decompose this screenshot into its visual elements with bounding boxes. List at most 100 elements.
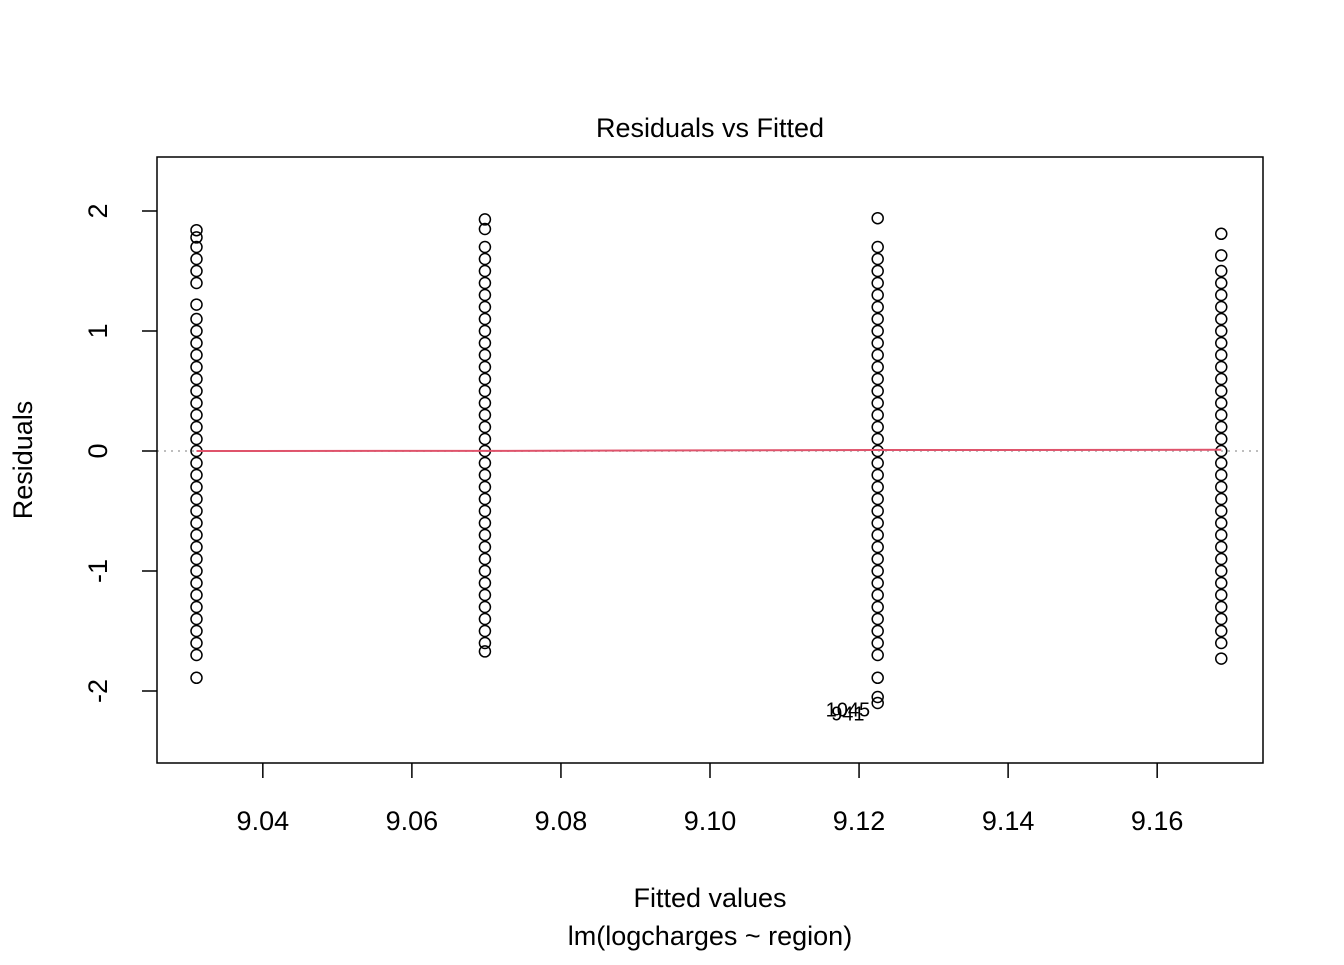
point — [1215, 396, 1228, 410]
point — [478, 360, 492, 374]
point — [871, 276, 884, 290]
point — [1215, 264, 1228, 278]
point — [1215, 408, 1228, 422]
point — [871, 348, 884, 362]
point — [871, 690, 884, 704]
x-tick-label: 9.16 — [1131, 806, 1184, 836]
point — [478, 564, 492, 578]
point — [1215, 480, 1228, 494]
point — [871, 384, 884, 398]
point — [1215, 372, 1228, 386]
x-tick-label: 9.14 — [982, 806, 1035, 836]
point-label: 941 — [831, 703, 864, 725]
point — [1215, 312, 1228, 326]
point — [478, 576, 492, 590]
point — [871, 504, 884, 518]
subtitle: lm(logcharges ~ region) — [568, 921, 852, 951]
point — [1215, 612, 1228, 626]
point — [1215, 624, 1228, 638]
point — [190, 336, 203, 350]
x-tick-label: 9.04 — [237, 806, 290, 836]
point — [190, 552, 203, 566]
point — [871, 264, 884, 278]
y-axis-label: Residuals — [8, 401, 38, 520]
point — [1215, 348, 1228, 362]
point — [478, 588, 492, 602]
point — [871, 456, 884, 470]
point — [190, 396, 203, 410]
point — [871, 671, 884, 685]
point — [478, 516, 492, 530]
point — [871, 288, 884, 302]
point — [871, 324, 884, 338]
point — [1215, 600, 1228, 614]
point — [190, 528, 203, 542]
point — [478, 396, 492, 410]
point — [871, 576, 884, 590]
chart-title: Residuals vs Fitted — [596, 113, 824, 143]
point — [871, 528, 884, 542]
point — [871, 240, 884, 254]
point — [190, 540, 203, 554]
point — [871, 360, 884, 374]
point — [1215, 288, 1228, 302]
point — [190, 456, 203, 470]
point — [190, 348, 203, 362]
point — [1215, 432, 1228, 446]
point — [478, 384, 492, 398]
point — [871, 372, 884, 386]
point — [1215, 636, 1228, 650]
point — [190, 276, 203, 290]
point — [1215, 564, 1228, 578]
point — [190, 492, 203, 506]
point — [190, 624, 203, 638]
point — [478, 600, 492, 614]
point — [1215, 276, 1228, 290]
point — [871, 540, 884, 554]
point — [1215, 652, 1228, 665]
point — [478, 276, 492, 290]
point — [190, 324, 203, 338]
point — [190, 408, 203, 422]
point — [1215, 528, 1228, 542]
point — [190, 648, 203, 662]
point — [190, 588, 203, 602]
point — [190, 252, 203, 266]
point — [190, 480, 203, 494]
point — [478, 468, 492, 482]
point — [871, 420, 884, 434]
point — [190, 564, 203, 578]
point — [478, 624, 492, 638]
point — [1215, 384, 1228, 398]
point — [478, 645, 492, 658]
point — [190, 600, 203, 614]
point — [478, 528, 492, 542]
point — [1215, 588, 1228, 602]
point — [190, 516, 203, 530]
point — [478, 222, 492, 236]
point — [478, 288, 492, 302]
point — [871, 588, 884, 602]
point — [190, 504, 203, 518]
point — [478, 348, 492, 362]
point — [871, 564, 884, 578]
point — [190, 231, 203, 244]
point — [478, 420, 492, 434]
point — [871, 696, 884, 710]
point — [1215, 492, 1228, 506]
point — [1215, 420, 1228, 434]
point — [1215, 516, 1228, 530]
point — [478, 312, 492, 326]
plot-frame — [156, 156, 1264, 764]
point — [190, 298, 203, 311]
point — [190, 264, 203, 278]
point — [1215, 540, 1228, 554]
point — [190, 432, 203, 446]
point — [1215, 456, 1228, 470]
y-tick-label: -2 — [83, 679, 113, 703]
point — [478, 324, 492, 338]
x-tick-label: 9.06 — [386, 806, 439, 836]
point — [478, 300, 492, 314]
